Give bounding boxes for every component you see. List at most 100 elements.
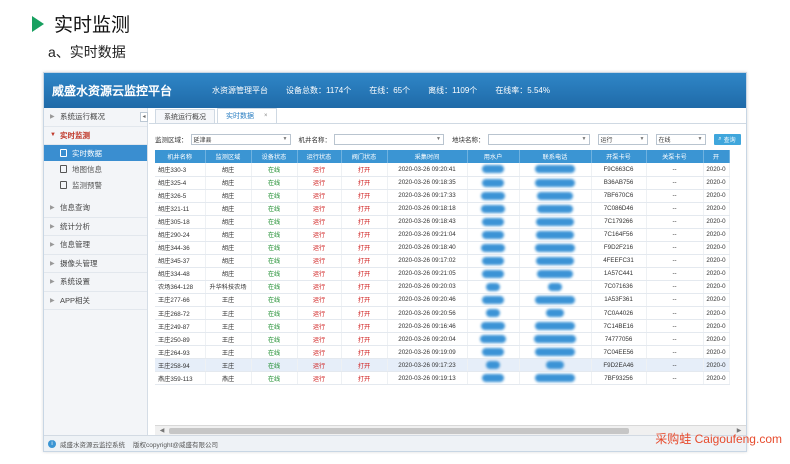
- table-row[interactable]: 王庄258-94 王庄 在线 运行 打开 2020-03-26 09:17:23 F9D2E…: [155, 358, 730, 373]
- cell-device-status: 在线: [251, 267, 298, 281]
- query-button[interactable]: ⌕ 查询: [713, 133, 741, 145]
- cell-water-user: [467, 228, 520, 242]
- sidebar-subitem-realtime-data[interactable]: 实时数据: [44, 145, 147, 161]
- table-row[interactable]: 胡庄344-36 胡庄 在线 运行 打开 2020-03-26 09:18:40 F9D2F…: [155, 241, 730, 255]
- cell-open-time: 2020-0: [703, 332, 730, 347]
- cell-run-status: 运行: [297, 241, 342, 255]
- sidebar-item-settings[interactable]: ▶ 系统设置: [44, 273, 147, 292]
- chevron-down-icon: ▼: [697, 136, 703, 142]
- cell-close-card: --: [646, 228, 704, 242]
- area-select[interactable]: 延津县 ▼: [190, 133, 291, 145]
- cell-water-user: [467, 215, 520, 229]
- table-row[interactable]: 农场364-128 升华科技农场 在线 运行 打开 2020-03-26 09:20:03…: [155, 280, 730, 294]
- cell-area: 胡庄: [205, 163, 252, 177]
- col-header[interactable]: 开: [703, 150, 730, 163]
- cell-close-card: --: [646, 280, 704, 294]
- chevron-right-icon: ▶: [50, 114, 55, 121]
- tab-bar: 系统运行概况 实时数据 ×: [149, 108, 746, 124]
- table-row[interactable]: 胡庄305-18 胡庄 在线 运行 打开 2020-03-26 09:18:43 7C179…: [155, 215, 730, 229]
- chevron-down-icon: ▼: [581, 136, 587, 142]
- table-row[interactable]: 王庄264-93 王庄 在线 运行 打开 2020-03-26 09:19:09 7C04E…: [155, 345, 730, 360]
- col-header[interactable]: 开泵卡号: [591, 150, 647, 163]
- col-header[interactable]: 监测区域: [205, 150, 252, 163]
- sidebar-item-overview[interactable]: ▶ 系统运行概况: [44, 108, 147, 127]
- redacted-value: [481, 243, 505, 252]
- col-header[interactable]: 用水户: [467, 150, 520, 163]
- cell-collect-time: 2020-03-26 09:17:02: [387, 254, 468, 268]
- document-icon: [60, 181, 67, 189]
- scroll-left-icon[interactable]: ◀: [159, 428, 165, 434]
- sidebar-item-statistics[interactable]: ▶ 统计分析: [44, 218, 147, 236]
- table-row[interactable]: 胡庄330-3 胡庄 在线 运行 打开 2020-03-26 09:20:41 F9C663…: [155, 163, 730, 177]
- table-row[interactable]: 胡庄326-5 胡庄 在线 运行 打开 2020-03-26 09:17:33 7BF670…: [155, 189, 730, 203]
- col-header[interactable]: 机井名称: [155, 150, 206, 163]
- chevron-right-icon: ▶: [50, 205, 55, 212]
- table-row[interactable]: 胡庄321-11 胡庄 在线 运行 打开 2020-03-26 09:18:18 7C086…: [155, 202, 730, 216]
- cell-open-time: 2020-0: [703, 306, 730, 321]
- cell-open-time: 2020-0: [703, 254, 730, 268]
- table-row[interactable]: 燕庄359-113 燕庄 在线 运行 打开 2020-03-26 09:19:13 7BF9…: [155, 371, 730, 386]
- sidebar: ◂ ▶ 系统运行概况 ▼ 实时监测 实时数据 地图信息 监测预警 ▶ 信息查询 ▶…: [44, 108, 148, 435]
- table-row[interactable]: 王庄268-72 王庄 在线 运行 打开 2020-03-26 09:20:56 7C0A4…: [155, 306, 730, 321]
- sidebar-item-realtime-monitoring[interactable]: ▼ 实时监测: [44, 127, 147, 145]
- redacted-value: [535, 165, 575, 174]
- cell-well-name: 王庄249-87: [155, 319, 206, 334]
- sidebar-item-query[interactable]: ▶ 信息查询: [44, 199, 147, 218]
- cell-open-card: 7C179266: [591, 215, 647, 229]
- col-header[interactable]: 联系电话: [519, 150, 592, 163]
- tab-realtime-data[interactable]: 实时数据 ×: [217, 108, 277, 123]
- cell-water-user: [467, 332, 520, 347]
- cell-close-card: --: [646, 293, 704, 308]
- table-row[interactable]: 王庄249-87 王庄 在线 运行 打开 2020-03-26 09:16:46 7C14B…: [155, 319, 730, 334]
- col-header[interactable]: 关泵卡号: [646, 150, 704, 163]
- cell-open-time: 2020-0: [703, 293, 730, 308]
- cell-open-card: 7C071636: [591, 280, 647, 294]
- col-header[interactable]: 设备状态: [251, 150, 298, 163]
- table-row[interactable]: 胡庄345-37 胡庄 在线 运行 打开 2020-03-26 09:17:02 4FEEF…: [155, 254, 730, 268]
- cell-collect-time: 2020-03-26 09:18:18: [387, 202, 468, 216]
- col-header[interactable]: 阀门状态: [341, 150, 388, 163]
- cell-area: 燕庄: [205, 371, 252, 386]
- horizontal-scrollbar[interactable]: ◀ ▶: [155, 425, 746, 435]
- cell-well-name: 王庄258-94: [155, 358, 206, 373]
- sidebar-item-info-management[interactable]: ▶ 信息管理: [44, 236, 147, 255]
- cell-collect-time: 2020-03-26 09:20:03: [387, 280, 468, 294]
- cell-collect-time: 2020-03-26 09:21:04: [387, 228, 468, 242]
- cell-area: 王庄: [205, 358, 252, 373]
- well-name-select[interactable]: ▼: [334, 133, 444, 145]
- sidebar-subitem-alerts[interactable]: 监测预警: [44, 177, 147, 193]
- cell-well-name: 胡庄330-3: [155, 163, 206, 177]
- redacted-value: [482, 269, 504, 278]
- col-header[interactable]: 采集时间: [387, 150, 468, 163]
- cell-device-status: 在线: [251, 293, 298, 308]
- run-state-select-value: 运行: [600, 137, 613, 144]
- scroll-right-icon[interactable]: ▶: [736, 428, 742, 434]
- area-select-value: 延津县: [193, 137, 212, 144]
- run-state-select[interactable]: 运行 ▼: [597, 133, 648, 145]
- cell-collect-time: 2020-03-26 09:20:56: [387, 306, 468, 321]
- scrollbar-thumb[interactable]: [169, 428, 629, 434]
- top-bar: 威盛水资源云监控平台 水资源管理平台 设备总数：1174个 在线：65个 离线：…: [44, 73, 746, 108]
- document-icon: [60, 165, 67, 173]
- cell-device-status: 在线: [251, 371, 298, 386]
- cell-close-card: --: [646, 241, 704, 255]
- cell-close-card: --: [646, 345, 704, 360]
- cell-close-card: --: [646, 254, 704, 268]
- close-icon[interactable]: ×: [264, 113, 268, 119]
- sidebar-item-camera[interactable]: ▶ 摄像头管理: [44, 255, 147, 273]
- col-header[interactable]: 运行状态: [297, 150, 342, 163]
- cell-well-name: 胡庄326-5: [155, 189, 206, 203]
- table-row[interactable]: 胡庄325-4 胡庄 在线 运行 打开 2020-03-26 09:18:35 B36AB7…: [155, 176, 730, 190]
- cell-open-card: 7C0A4026: [591, 306, 647, 321]
- sidebar-collapse-button[interactable]: ◂: [140, 112, 148, 122]
- plot-name-select[interactable]: ▼: [487, 133, 590, 145]
- table-row[interactable]: 胡庄290-24 胡庄 在线 运行 打开 2020-03-26 09:21:04 7C164…: [155, 228, 730, 242]
- table-row[interactable]: 王庄250-89 王庄 在线 运行 打开 2020-03-26 09:20:04 74777…: [155, 332, 730, 347]
- sidebar-subitem-map-info[interactable]: 地图信息: [44, 161, 147, 177]
- sidebar-item-app[interactable]: ▶ APP相关: [44, 292, 147, 310]
- chevron-right-icon: ▶: [50, 279, 55, 286]
- table-row[interactable]: 王庄277-66 王庄 在线 运行 打开 2020-03-26 09:20:46 1A53F…: [155, 293, 730, 308]
- table-row[interactable]: 胡庄334-48 胡庄 在线 运行 打开 2020-03-26 09:21:05 1A57C…: [155, 267, 730, 281]
- tab-overview[interactable]: 系统运行概况: [155, 109, 215, 123]
- online-state-select[interactable]: 在线 ▼: [655, 133, 706, 145]
